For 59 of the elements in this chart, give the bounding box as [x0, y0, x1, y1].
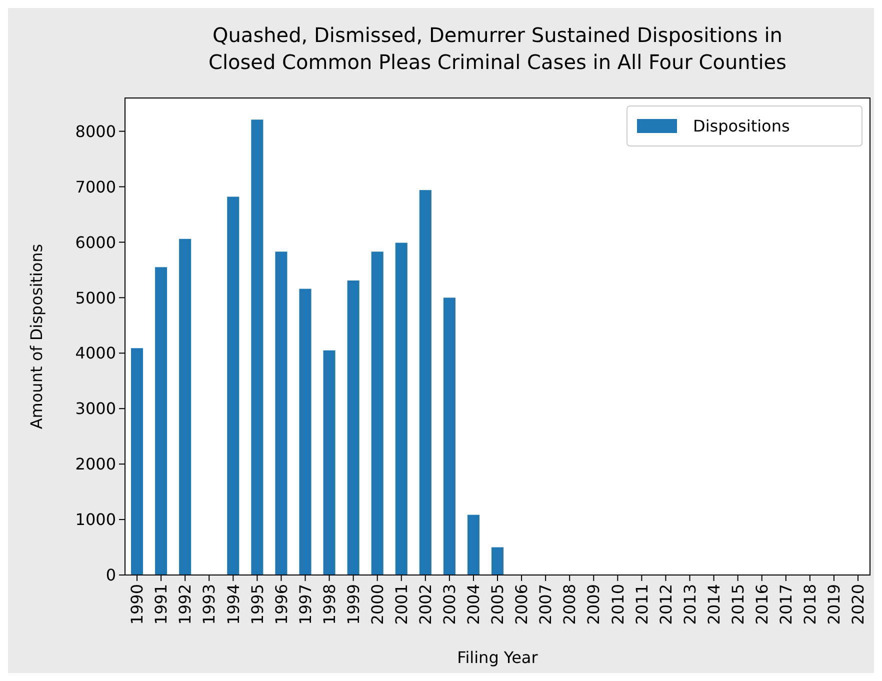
x-tick-label: 1991: [152, 584, 171, 625]
y-tick-label: 5000: [75, 288, 116, 308]
y-tick-label: 8000: [75, 122, 116, 141]
x-tick-label: 1993: [200, 584, 219, 625]
y-tick-label: 2000: [75, 454, 116, 474]
x-tick-label: 2020: [848, 584, 868, 625]
x-tick-label: 1999: [344, 584, 363, 625]
x-tick-label: 2002: [416, 584, 436, 625]
x-tick-label: 2011: [632, 584, 652, 625]
x-axis-title: Filing Year: [457, 648, 538, 667]
x-tick-label: 2015: [728, 584, 748, 625]
bar: [155, 267, 168, 575]
y-axis-title: Amount of Dispositions: [27, 244, 46, 430]
bar: [467, 514, 480, 575]
x-tick-label: 2017: [776, 584, 796, 625]
bar: [299, 288, 312, 575]
x-tick-label: 2019: [824, 584, 844, 625]
x-tick-label: 2013: [680, 584, 700, 625]
y-tick-label: 7000: [75, 177, 116, 196]
bar: [395, 242, 408, 575]
x-tick-label: 2004: [464, 584, 484, 625]
x-tick-label: 2000: [368, 584, 387, 625]
x-tick-label: 2018: [800, 584, 820, 625]
x-tick-label: 2009: [584, 584, 604, 625]
y-tick-label: 3000: [75, 399, 116, 418]
x-tick-label: 2014: [704, 584, 724, 625]
bar: [227, 196, 240, 575]
x-tick-label: 2006: [512, 584, 532, 625]
x-tick-label: 1998: [320, 584, 339, 625]
x-tick-label: 2016: [752, 584, 772, 625]
x-tick-label: 2003: [440, 584, 460, 625]
bar: [443, 298, 456, 575]
bar: [419, 190, 432, 575]
x-tick-label: 1990: [128, 584, 147, 625]
y-tick-label: 1000: [75, 510, 116, 530]
x-tick-label: 1996: [272, 584, 291, 625]
y-tick-label: 0: [106, 566, 116, 585]
x-tick-label: 2008: [560, 584, 580, 625]
bar: [491, 547, 504, 575]
bar: [371, 252, 384, 575]
x-tick-label: 2007: [536, 584, 556, 625]
bar: [347, 280, 360, 575]
y-tick-label: 4000: [75, 344, 116, 363]
chart-title: Quashed, Dismissed, Demurrer Sustained Dispositions in Closed Common Pleas Criminal Cases in All Four Counties: [208, 23, 786, 74]
x-tick-label: 2010: [608, 584, 628, 625]
y-tick-label: 6000: [75, 232, 116, 252]
x-tick-label: 2005: [488, 584, 508, 625]
x-tick-label: 1992: [176, 584, 195, 625]
x-tick-label: 2012: [656, 584, 676, 625]
legend-label: Dispositions: [693, 116, 790, 136]
bar: [251, 120, 264, 575]
bar: [179, 238, 192, 575]
bar: [323, 350, 336, 575]
bar: [131, 348, 144, 575]
bar: [275, 252, 288, 575]
x-tick-label: 2001: [392, 584, 411, 625]
x-tick-label: 1994: [224, 584, 243, 625]
x-tick-label: 1997: [296, 584, 315, 625]
x-tick-label: 1995: [248, 584, 267, 625]
